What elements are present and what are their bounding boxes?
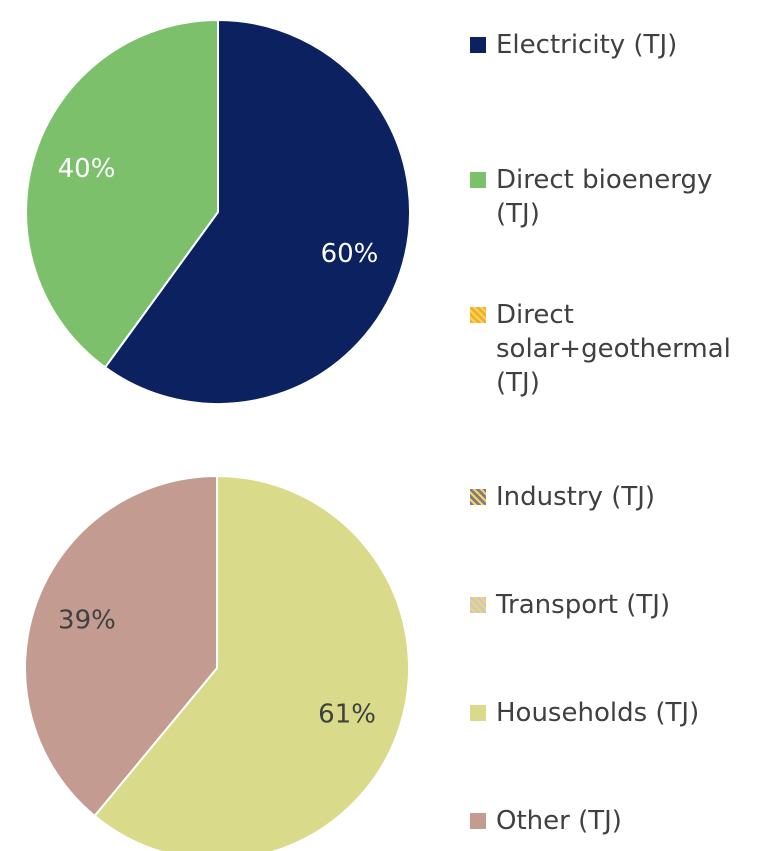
legend-item: Other (TJ) bbox=[470, 804, 762, 838]
legend-label: Direct solar+geothermal (TJ) bbox=[496, 300, 731, 398]
data-label: 39% bbox=[58, 606, 116, 636]
legend-swatch bbox=[470, 813, 486, 829]
legend-swatch bbox=[470, 597, 486, 613]
legend-item: Transport (TJ) bbox=[470, 588, 762, 622]
legend-label: Other (TJ) bbox=[496, 806, 622, 836]
legend-label: Households (TJ) bbox=[496, 698, 700, 728]
legend-item: Direct bioenergy (TJ) bbox=[470, 163, 762, 231]
pie-slice bbox=[93, 474, 410, 851]
legend-label: Direct bioenergy (TJ) bbox=[496, 165, 713, 229]
legend-swatch bbox=[470, 489, 486, 505]
legend-swatch bbox=[470, 705, 486, 721]
data-label: 60% bbox=[321, 239, 379, 269]
legend-item: Electricity (TJ) bbox=[470, 28, 762, 62]
legend-label: Transport (TJ) bbox=[496, 590, 671, 620]
legend-swatch bbox=[470, 307, 486, 323]
legend-label: Industry (TJ) bbox=[496, 482, 656, 512]
data-label: 40% bbox=[58, 154, 116, 184]
legend-label: Electricity (TJ) bbox=[496, 30, 678, 60]
legend-swatch bbox=[470, 172, 486, 188]
pie-slice bbox=[24, 474, 218, 818]
legend-item: Direct solar+geothermal (TJ) bbox=[470, 298, 762, 400]
legend-item: Households (TJ) bbox=[470, 696, 762, 730]
legend-item: Industry (TJ) bbox=[470, 480, 762, 514]
legend-swatch bbox=[470, 37, 486, 53]
pie-slice bbox=[103, 18, 411, 405]
data-label: 61% bbox=[318, 699, 376, 729]
pie-slice bbox=[25, 18, 219, 369]
